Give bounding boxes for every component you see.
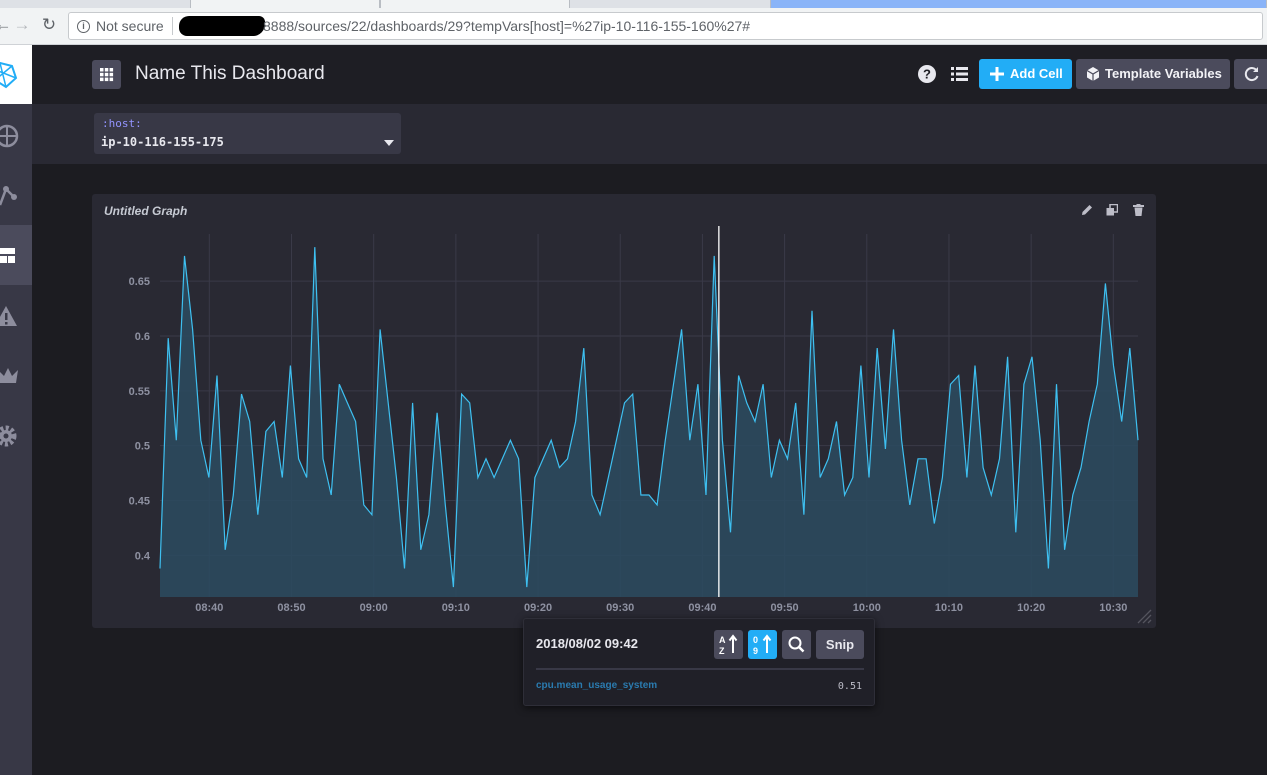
logo-icon[interactable] — [0, 45, 32, 104]
line-graph[interactable]: 0.4 0.45 0.5 0.55 0.6 0.65 08:40 08:50 09:00 09:1… — [92, 194, 1156, 628]
refresh-button[interactable] — [1234, 59, 1267, 89]
host-variable-dropdown[interactable]: :host: ip-10-116-155-175 — [94, 113, 401, 154]
x-tick-label: 09:00 — [360, 602, 388, 614]
x-tick-label: 09:10 — [442, 602, 470, 614]
duplicate-icon[interactable] — [1106, 204, 1118, 216]
template-variable-value: ip-10-116-155-175 — [101, 135, 224, 149]
template-variables-bar: :host: ip-10-116-155-175 — [32, 104, 1267, 164]
divider — [172, 17, 173, 35]
snip-button[interactable]: Snip — [816, 630, 864, 659]
sidebar — [0, 45, 32, 775]
series-line — [159, 247, 1139, 588]
svg-text:Z: Z — [719, 646, 725, 656]
x-tick-label: 09:20 — [524, 602, 552, 614]
refresh-icon — [1244, 67, 1259, 82]
y-tick-label: 0.45 — [129, 495, 150, 507]
alert-icon — [0, 306, 17, 326]
x-tick-label: 10:30 — [1099, 602, 1127, 614]
search-icon — [788, 636, 805, 653]
sidebar-item-hosts[interactable] — [0, 165, 32, 225]
sidebar-item-alerts[interactable] — [0, 285, 32, 345]
grid-icon — [100, 68, 114, 82]
sidebar-item-configuration[interactable] — [0, 405, 32, 465]
x-tick-label: 09:30 — [606, 602, 634, 614]
dashboard-icon — [0, 248, 15, 263]
x-tick-label: 09:40 — [688, 602, 716, 614]
x-tick-label: 08:40 — [195, 602, 223, 614]
graph-nodes-icon — [0, 186, 17, 206]
graph-legend-tooltip: 2018/08/02 09:42 A Z 0 9 Snip cpu.mean_u… — [523, 618, 875, 706]
forward-icon[interactable]: → — [13, 15, 31, 34]
sidebar-item-dashboards[interactable] — [0, 225, 32, 285]
y-tick-label: 0.55 — [129, 386, 150, 398]
gear-icon — [0, 425, 17, 447]
filter-button[interactable] — [782, 630, 811, 659]
svg-text:A: A — [719, 635, 726, 645]
browser-tab[interactable] — [380, 0, 570, 8]
add-cell-button[interactable]: Add Cell — [979, 59, 1072, 89]
svg-text:9: 9 — [753, 646, 758, 656]
page-header: Name This Dashboard ? Add Cell Template … — [32, 45, 1267, 104]
edit-icon[interactable] — [1081, 204, 1093, 216]
x-tick-label: 09:50 — [771, 602, 799, 614]
reload-icon[interactable]: ↻ — [41, 15, 57, 34]
sort-numeric-button[interactable]: 0 9 — [748, 630, 777, 659]
globe-icon — [0, 124, 19, 148]
svg-text:0: 0 — [753, 635, 758, 645]
security-label[interactable]: Not secure — [96, 18, 164, 34]
x-tick-label: 08:50 — [277, 602, 305, 614]
address-bar[interactable]: i Not secure 8888/sources/22/dashboards/… — [68, 12, 1263, 40]
browser-tab[interactable] — [190, 0, 380, 8]
crown-icon — [0, 368, 18, 383]
redacted-host — [179, 16, 265, 36]
list-icon[interactable] — [949, 64, 969, 84]
page-title[interactable]: Name This Dashboard — [135, 63, 325, 84]
sort-alpha-icon: A Z — [719, 634, 738, 656]
url-text[interactable]: 8888/sources/22/dashboards/29?tempVars[h… — [263, 18, 751, 34]
sort-alpha-button[interactable]: A Z — [714, 630, 743, 659]
trash-icon[interactable] — [1133, 204, 1144, 216]
caret-down-icon — [384, 140, 394, 146]
template-variables-label: Template Variables — [1105, 66, 1222, 81]
browser-tab-strip — [0, 0, 1267, 8]
tooltip-series-value: 0.51 — [837, 681, 862, 692]
browser-tab-active[interactable] — [770, 0, 1267, 8]
x-tick-label: 10:00 — [853, 602, 881, 614]
cell-title[interactable]: Untitled Graph — [104, 204, 188, 218]
sort-numeric-icon: 0 9 — [753, 634, 772, 656]
template-variables-button[interactable]: Template Variables — [1076, 59, 1230, 89]
y-tick-label: 0.6 — [135, 331, 150, 343]
cube-icon — [1086, 67, 1100, 81]
add-cell-label: Add Cell — [1010, 66, 1063, 81]
series-area — [160, 247, 1138, 597]
back-icon[interactable]: ← — [0, 15, 12, 34]
template-variable-name: :host: — [102, 117, 142, 130]
x-tick-label: 10:20 — [1017, 602, 1045, 614]
help-icon[interactable]: ? — [917, 64, 937, 84]
graph-cell[interactable]: 0.4 0.45 0.5 0.55 0.6 0.65 08:40 08:50 09:00 09:1… — [92, 194, 1156, 628]
sidebar-item-data-explorer[interactable] — [0, 105, 32, 165]
info-icon[interactable]: i — [77, 20, 90, 33]
resize-handle-icon[interactable] — [1136, 608, 1152, 624]
plus-icon — [990, 67, 1004, 81]
y-tick-label: 0.4 — [135, 550, 151, 562]
tooltip-series-name: cpu.mean_usage_system — [536, 680, 658, 691]
browser-toolbar: ← → ↻ i Not secure 8888/sources/22/dashb… — [0, 8, 1267, 45]
tooltip-divider — [536, 668, 864, 670]
y-tick-label: 0.5 — [135, 441, 150, 453]
y-tick-label: 0.65 — [129, 276, 150, 288]
tooltip-timestamp: 2018/08/02 09:42 — [536, 636, 638, 651]
svg-text:?: ? — [923, 67, 931, 82]
sidebar-item-admin[interactable] — [0, 345, 32, 405]
dashboard-switcher-button[interactable] — [92, 60, 121, 89]
x-tick-label: 10:10 — [935, 602, 963, 614]
